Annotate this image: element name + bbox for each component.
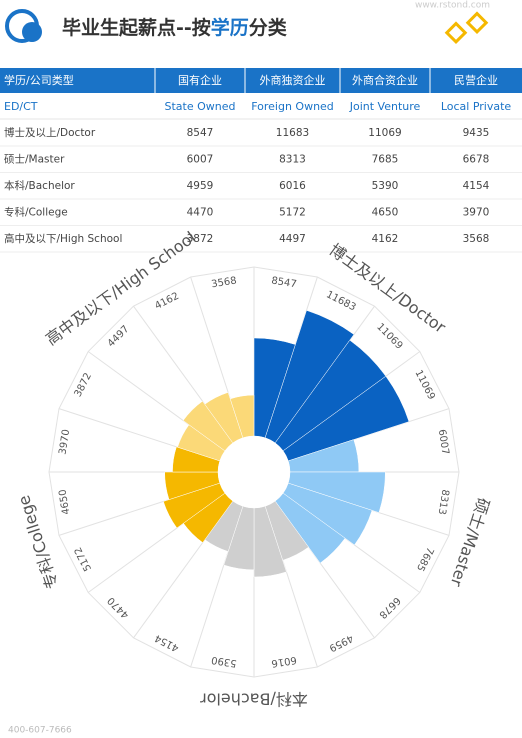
value-label: 3568 <box>211 275 238 290</box>
cell: 3872 <box>187 233 214 245</box>
value-label: 6678 <box>377 595 403 621</box>
bar <box>223 505 255 571</box>
bar <box>287 471 386 513</box>
group-label: 博士及以上/Doctor <box>326 240 450 337</box>
bar <box>204 392 244 444</box>
bar <box>229 394 255 439</box>
cell: 6007 <box>187 154 214 166</box>
cell: 5172 <box>279 207 306 219</box>
subheader: Foreign Owned <box>251 100 334 113</box>
cell: 8313 <box>279 154 306 166</box>
cell: 6678 <box>463 154 490 166</box>
title: 毕业生起薪点--按学历分类 <box>62 16 287 39</box>
value-label: 3970 <box>57 429 72 456</box>
cell: 3970 <box>463 207 490 219</box>
outer-ring <box>48 266 460 678</box>
subheader: Joint Venture <box>349 100 421 113</box>
cell: 博士及以上/Doctor <box>4 126 96 139</box>
cell: 4650 <box>372 207 399 219</box>
logo <box>22 22 42 42</box>
value-label: 5390 <box>211 654 238 669</box>
table-header <box>0 68 522 93</box>
cell: 高中及以下/High School <box>4 232 122 245</box>
cell: 7685 <box>372 154 399 166</box>
bar <box>282 375 410 462</box>
value-label: 11683 <box>324 289 357 313</box>
hole <box>219 437 289 507</box>
column-header: 学历/公司类型 <box>4 73 74 87</box>
bar <box>264 310 355 444</box>
subheader: Local Private <box>441 100 512 113</box>
cell: 5390 <box>372 180 399 192</box>
bar <box>274 492 346 564</box>
cell: 3568 <box>463 233 490 245</box>
value-label: 11069 <box>374 321 404 351</box>
cell: 8547 <box>187 127 214 139</box>
bar <box>282 482 373 546</box>
diamond <box>444 21 468 45</box>
value-label: 4650 <box>57 489 72 516</box>
value-label: 6016 <box>271 654 298 669</box>
cell: 6016 <box>279 180 306 192</box>
group-label: 本科/Bachelor <box>200 690 308 709</box>
diamond <box>465 11 489 35</box>
cell: 4959 <box>187 180 214 192</box>
bar <box>163 482 226 529</box>
bar <box>253 505 287 578</box>
value-label: 4497 <box>106 324 132 350</box>
bar <box>182 400 234 452</box>
cell: 4470 <box>187 207 214 219</box>
cell: 硕士/Master <box>4 153 65 166</box>
cell: 4497 <box>279 233 306 245</box>
cell: 专科/College <box>4 206 68 219</box>
value-label: 8313 <box>436 489 451 516</box>
value-label: 8547 <box>271 275 298 290</box>
subheader: ED/CT <box>4 100 38 113</box>
subheader: State Owned <box>165 100 236 113</box>
bar <box>164 471 221 500</box>
column-header: 外商独资企业 <box>260 73 326 87</box>
cell: 本科/Bachelor <box>4 179 75 192</box>
column-header: 外商合资企业 <box>352 73 418 87</box>
column-header: 民营企业 <box>454 73 498 87</box>
cell: 4154 <box>463 180 490 192</box>
watermark: www.rstond.com <box>415 1 490 11</box>
column-header: 国有企业 <box>178 73 222 87</box>
cell: 9435 <box>463 127 490 139</box>
value-label: 11069 <box>413 368 437 401</box>
bar <box>172 446 221 473</box>
footer: 400-607-7666 <box>8 726 72 736</box>
cell: 4162 <box>372 233 399 245</box>
cell: 11683 <box>276 127 309 139</box>
value-label: 4470 <box>106 595 132 621</box>
value-label: 6007 <box>436 429 451 456</box>
cell: 11069 <box>368 127 401 139</box>
